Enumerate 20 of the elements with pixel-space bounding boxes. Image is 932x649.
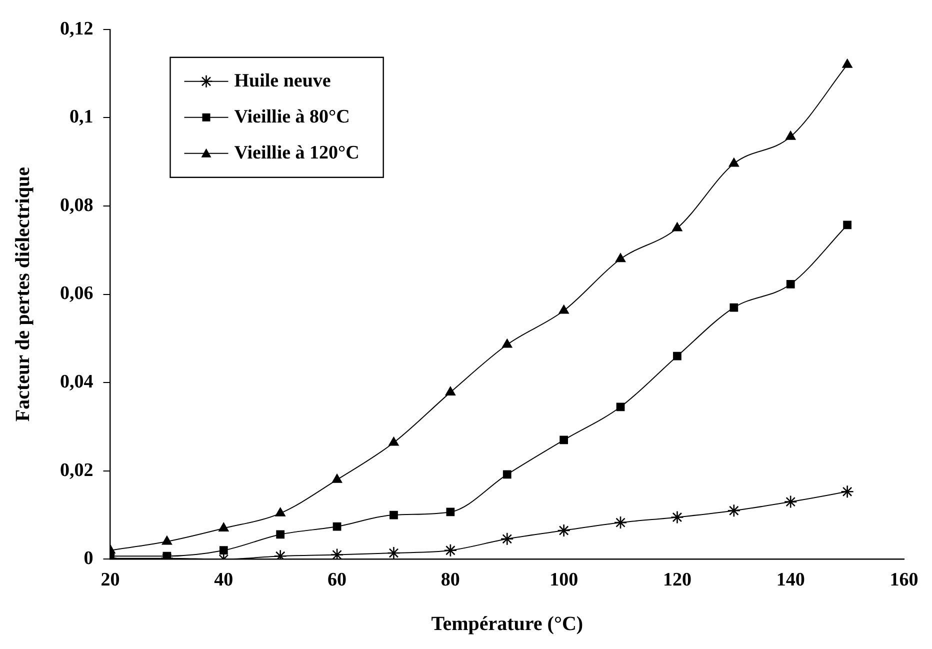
y-tick-label: 0,06	[60, 283, 94, 304]
legend-label: Vieillie à 120°C	[234, 142, 360, 164]
x-tick-label: 40	[214, 570, 234, 591]
y-tick-label: 0	[84, 548, 94, 570]
x-tick-label: 20	[100, 570, 120, 591]
x-tick-label: 120	[662, 570, 692, 591]
x-tick-label: 160	[890, 570, 918, 591]
y-tick-label: 0,02	[60, 460, 94, 481]
y-tick-label: 0,08	[60, 194, 94, 216]
y-axis-title: Facteur de pertes diélectrique	[12, 166, 34, 422]
y-tick-label: 0,1	[70, 106, 94, 128]
y-tick-label: 0,12	[60, 18, 94, 40]
x-axis-title: Température (°C)	[431, 613, 584, 636]
x-tick-label: 100	[550, 570, 578, 591]
legend-label: Huile neuve	[234, 70, 331, 92]
x-tick-label: 140	[776, 570, 805, 591]
x-tick-label: 80	[440, 570, 460, 591]
legend-label: Vieillie à 80°C	[234, 106, 350, 128]
y-tick-label: 0,04	[60, 372, 94, 393]
x-tick-label: 60	[328, 570, 347, 591]
